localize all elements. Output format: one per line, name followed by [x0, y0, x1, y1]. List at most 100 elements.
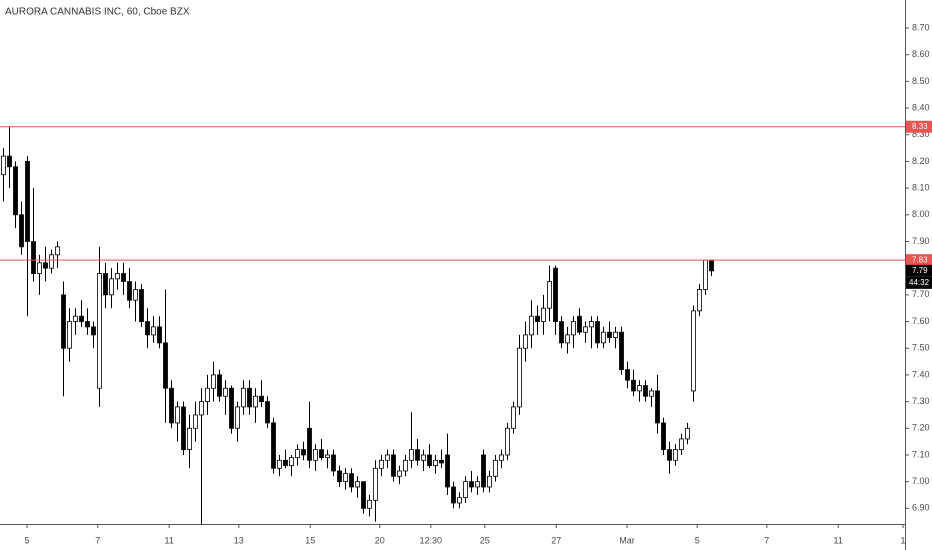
countdown-box — [906, 276, 932, 289]
candle-body — [553, 267, 558, 322]
candle-body — [643, 385, 648, 397]
candle-body — [547, 281, 552, 309]
x-tick-label: 20 — [375, 535, 385, 545]
candle-body — [691, 310, 696, 392]
y-tick-label: 7.40 — [912, 369, 930, 379]
candle-body — [295, 449, 300, 459]
candle-body — [673, 449, 678, 461]
candle-body — [475, 481, 480, 488]
candle-body — [637, 385, 642, 392]
candle-body — [127, 281, 132, 301]
candle-body — [577, 315, 582, 333]
candle-body — [55, 246, 60, 256]
candle-body — [289, 457, 294, 467]
candle-body — [685, 427, 690, 440]
candle-body — [697, 289, 702, 312]
candle-body — [271, 422, 276, 469]
candle-body — [253, 395, 258, 408]
y-tick-label: 8.00 — [912, 209, 930, 219]
candle-body — [49, 254, 54, 269]
candle-body — [631, 379, 636, 392]
candle-body — [19, 214, 24, 248]
candle-body — [235, 406, 240, 429]
candle-body — [391, 454, 396, 477]
x-tick-label: 5 — [24, 535, 29, 545]
candle-body — [667, 449, 672, 461]
candle-body — [439, 459, 444, 464]
candle-body — [145, 321, 150, 336]
candle-body — [187, 427, 192, 451]
candle-body — [247, 387, 252, 408]
y-tick-label: 7.90 — [912, 236, 930, 246]
candle-body — [175, 406, 180, 424]
candle-body — [625, 369, 630, 381]
candle-body — [151, 326, 156, 336]
y-tick-label: 8.30 — [912, 129, 930, 139]
candle-body — [445, 454, 450, 488]
candle-body — [529, 315, 534, 336]
x-tick-label: 11 — [165, 535, 174, 545]
candle-body — [709, 259, 714, 272]
candle-body — [661, 422, 666, 451]
candle-body — [565, 334, 570, 344]
x-tick-label: 5 — [695, 535, 700, 545]
candle-body — [211, 374, 216, 389]
candle-body — [703, 259, 708, 290]
candle-body — [379, 459, 384, 469]
candle-body — [43, 262, 48, 269]
candle-body — [37, 262, 42, 274]
chart-title: AURORA CANNABIS INC, 60, Cboe BZX — [5, 7, 190, 18]
candle-body — [571, 321, 576, 336]
candle-body — [205, 387, 210, 402]
candle-body — [325, 454, 330, 459]
candle-body — [361, 481, 366, 509]
candle-body — [559, 321, 564, 344]
y-tick-label: 8.40 — [912, 102, 930, 112]
candle-body — [649, 390, 654, 397]
candle-body — [367, 499, 372, 509]
candle-body — [319, 449, 324, 459]
y-tick-label: 7.60 — [912, 316, 930, 326]
candle-body — [85, 321, 90, 328]
x-tick-label: 27 — [551, 535, 561, 545]
candle-body — [487, 475, 492, 488]
y-tick-label: 7.10 — [912, 449, 930, 459]
candle-body — [373, 467, 378, 501]
candle-body — [277, 459, 282, 469]
candle-body — [583, 326, 588, 333]
candle-body — [301, 449, 306, 456]
candle-body — [61, 294, 66, 349]
candle-body — [31, 241, 36, 274]
candle-body — [523, 334, 528, 349]
candle-body — [193, 414, 198, 429]
x-tick-label: Mar — [619, 535, 635, 545]
price-label: 8.33 — [912, 122, 928, 131]
y-tick-label: 7.20 — [912, 423, 930, 433]
candle-body — [427, 454, 432, 467]
candle-body — [589, 321, 594, 328]
candle-body — [421, 454, 426, 461]
candle-body — [385, 454, 390, 461]
countdown-label: 44:32 — [909, 278, 930, 287]
candle-body — [67, 321, 72, 349]
candle-body — [415, 449, 420, 461]
candle-body — [109, 278, 114, 296]
candle-body — [265, 401, 270, 424]
candle-body — [121, 273, 126, 282]
candle-body — [349, 473, 354, 488]
y-tick-label: 8.10 — [912, 182, 930, 192]
y-tick-label: 6.90 — [912, 503, 930, 513]
candle-body — [601, 331, 606, 344]
candle-body — [1, 155, 6, 176]
candle-body — [229, 387, 234, 429]
price-label: 7.83 — [912, 255, 928, 264]
candle-body — [97, 273, 102, 389]
candle-body — [457, 497, 462, 504]
y-tick-label: 8.70 — [912, 22, 930, 32]
y-tick-label: 7.70 — [912, 289, 930, 299]
candle-body — [79, 315, 84, 322]
candle-body — [181, 406, 186, 451]
candle-body — [307, 427, 312, 461]
candle-body — [595, 321, 600, 344]
